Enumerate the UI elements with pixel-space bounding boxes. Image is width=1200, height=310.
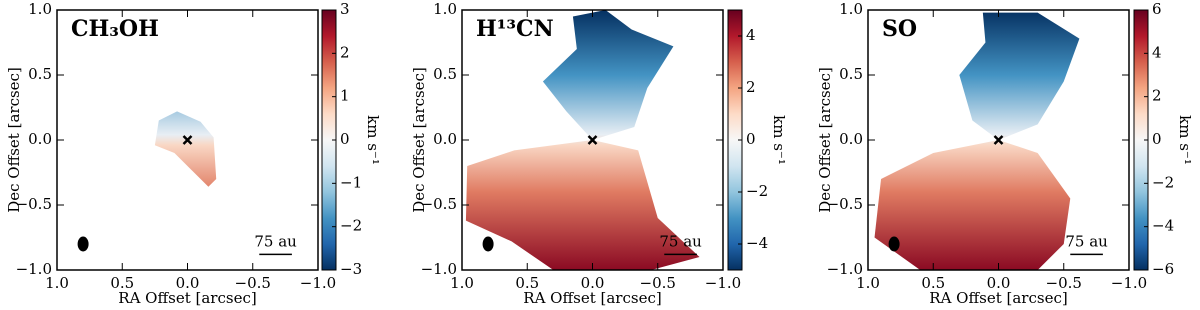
colorbar-label: km s⁻¹ bbox=[1176, 115, 1194, 165]
y-axis-label: Dec Offset [arcsec] bbox=[816, 67, 834, 213]
colorbar-tick-label: 2 bbox=[1152, 87, 1162, 105]
y-tick-label: 1.0 bbox=[839, 0, 863, 18]
colorbar-tick-label: 4 bbox=[746, 26, 756, 44]
emission-region bbox=[465, 140, 700, 270]
colorbar-tick-label: 6 bbox=[1152, 0, 1162, 18]
scale-bar-label: 75 au bbox=[254, 232, 297, 250]
panel-title: SO bbox=[882, 16, 917, 42]
source-marker bbox=[182, 135, 193, 145]
y-axis-label: Dec Offset [arcsec] bbox=[5, 67, 23, 213]
colorbar-tick-label: −1 bbox=[340, 173, 362, 191]
x-tick-label: 0.0 bbox=[581, 274, 605, 292]
colorbar-tick-label: −2 bbox=[1152, 173, 1174, 191]
y-tick-label: −1.0 bbox=[827, 260, 863, 278]
y-tick-label: −0.5 bbox=[16, 195, 52, 213]
x-tick-label: −1.0 bbox=[300, 274, 336, 292]
colorbar-tick-label: 0 bbox=[340, 130, 350, 148]
colorbar-tick-label: 1 bbox=[340, 87, 350, 105]
scale-bar-label: 75 au bbox=[1065, 232, 1108, 250]
y-tick-label: −1.0 bbox=[16, 260, 52, 278]
y-tick-label: 0.0 bbox=[28, 130, 52, 148]
y-tick-label: 0.0 bbox=[433, 130, 457, 148]
x-axis-label: RA Offset [arcsec] bbox=[118, 289, 256, 307]
colorbar-tick-label: 0 bbox=[746, 130, 756, 148]
emission-region bbox=[542, 10, 674, 140]
y-tick-label: 1.0 bbox=[433, 0, 457, 18]
colorbar-tick-label: −4 bbox=[1152, 217, 1174, 235]
colorbar-tick-label: 2 bbox=[340, 43, 350, 61]
x-axis-label: RA Offset [arcsec] bbox=[523, 289, 661, 307]
beam bbox=[888, 236, 900, 252]
x-tick-label: −1.0 bbox=[1111, 274, 1147, 292]
x-tick-label: 1.0 bbox=[856, 274, 880, 292]
panel-title: H¹³CN bbox=[476, 16, 554, 42]
x-tick-label: −0.5 bbox=[235, 274, 271, 292]
x-tick-label: −0.5 bbox=[640, 274, 676, 292]
x-tick-label: 0.5 bbox=[921, 274, 945, 292]
x-tick-label: 0.5 bbox=[110, 274, 134, 292]
y-axis-label: Dec Offset [arcsec] bbox=[410, 67, 428, 213]
beam bbox=[482, 236, 494, 252]
y-tick-label: 0.5 bbox=[28, 65, 52, 83]
source-marker bbox=[993, 135, 1004, 145]
colorbar-tick-label: 2 bbox=[746, 78, 756, 96]
y-tick-label: 0.5 bbox=[839, 65, 863, 83]
colorbar-tick-label: −3 bbox=[340, 260, 362, 278]
panel-title: CH₃OH bbox=[71, 16, 159, 42]
x-tick-label: 1.0 bbox=[45, 274, 69, 292]
x-tick-label: −0.5 bbox=[1046, 274, 1082, 292]
x-tick-label: 1.0 bbox=[450, 274, 474, 292]
colorbar-tick-label: 4 bbox=[1152, 43, 1162, 61]
x-tick-label: 0.0 bbox=[987, 274, 1011, 292]
y-tick-label: −0.5 bbox=[827, 195, 863, 213]
x-tick-label: 0.5 bbox=[515, 274, 539, 292]
emission-region bbox=[874, 140, 1071, 270]
y-tick-label: 1.0 bbox=[28, 0, 52, 18]
colorbar-tick-label: 0 bbox=[1152, 130, 1162, 148]
source-marker bbox=[587, 135, 598, 145]
beam bbox=[77, 236, 89, 252]
colorbar-tick-label: −2 bbox=[340, 217, 362, 235]
emission-region bbox=[154, 111, 217, 187]
x-tick-label: 0.0 bbox=[176, 274, 200, 292]
colorbar-tick-label: 3 bbox=[340, 0, 350, 18]
y-tick-label: −1.0 bbox=[421, 260, 457, 278]
x-tick-label: −1.0 bbox=[705, 274, 741, 292]
y-tick-label: 0.0 bbox=[839, 130, 863, 148]
emission-region bbox=[959, 12, 1080, 141]
colorbar-label: km s⁻¹ bbox=[770, 115, 788, 165]
colorbar-label: km s⁻¹ bbox=[364, 115, 382, 165]
y-tick-label: −0.5 bbox=[421, 195, 457, 213]
x-axis-label: RA Offset [arcsec] bbox=[929, 289, 1067, 307]
scale-bar-label: 75 au bbox=[659, 232, 702, 250]
colorbar-tick-label: −2 bbox=[746, 182, 768, 200]
colorbar-tick-label: −4 bbox=[746, 234, 768, 252]
y-tick-label: 0.5 bbox=[433, 65, 457, 83]
colorbar-tick-label: −6 bbox=[1152, 260, 1174, 278]
